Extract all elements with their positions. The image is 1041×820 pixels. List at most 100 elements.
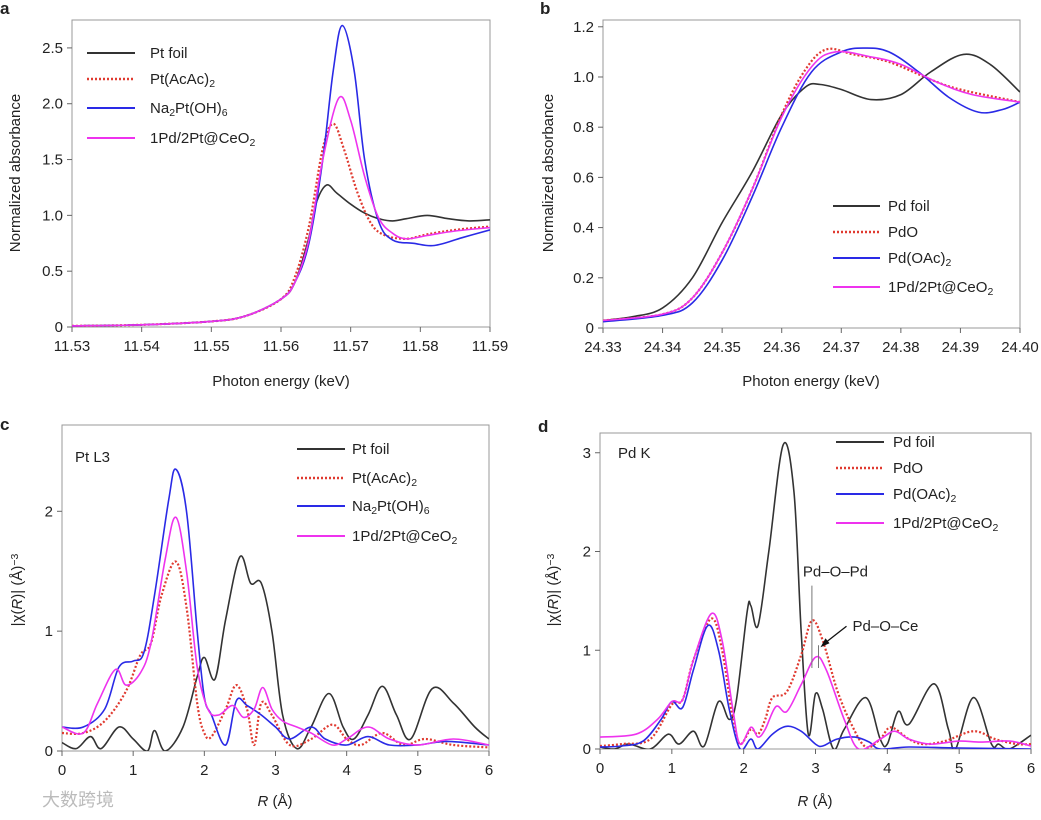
series-line-1pd-2pt-ceo2	[600, 612, 1031, 749]
series-line-pt-foil	[62, 555, 489, 751]
annotation-label: Pd–O–Ce	[853, 618, 919, 635]
text: PdO	[893, 460, 923, 477]
y-tick-label: 2	[583, 544, 591, 561]
legend-label: 1Pd/2Pt@CeO2	[352, 528, 457, 547]
x-tick-label: 5	[414, 762, 422, 779]
y-tick-label: 2.0	[42, 96, 63, 113]
y-tick-label: 0	[586, 320, 594, 337]
edge-label: Pd K	[618, 445, 651, 462]
subscript: 2	[371, 505, 377, 517]
x-axis-label: Photon energy (keV)	[212, 373, 350, 390]
text: )| (Å)	[545, 566, 562, 599]
subscript: 6	[222, 107, 228, 119]
italic-text: R	[545, 599, 562, 610]
watermark: 大数跨境	[42, 790, 114, 810]
x-tick-label: 24.39	[942, 339, 980, 356]
x-tick-label: 0	[596, 760, 604, 777]
y-tick-label: 2.5	[42, 40, 63, 57]
x-tick-label: 0	[58, 762, 66, 779]
x-axis-label: Photon energy (keV)	[742, 373, 880, 390]
legend-label: Pt(AcAc)2	[150, 71, 215, 90]
legend-label: Pt foil	[150, 45, 188, 62]
y-tick-label: 0.4	[573, 220, 594, 237]
x-tick-label: 1	[668, 760, 676, 777]
legend-label: 1Pd/2Pt@CeO2	[888, 279, 993, 298]
panel-letter: d	[538, 417, 548, 436]
x-tick-label: 11.54	[123, 338, 159, 355]
y-tick-label: 1	[45, 623, 53, 640]
italic-text: R	[257, 793, 268, 810]
series-line-pt-acac-2	[62, 560, 489, 749]
subscript: 2	[451, 535, 457, 547]
x-tick-label: 24.37	[823, 339, 861, 356]
panel-letter: b	[540, 0, 550, 18]
text: (Å)	[268, 793, 292, 810]
y-tick-label: 1.2	[573, 19, 594, 36]
italic-text: R	[797, 793, 808, 810]
series-line-pt-acac-2	[72, 122, 490, 327]
x-tick-label: 11.56	[263, 338, 299, 355]
subscript: 2	[209, 78, 215, 90]
annotation-label: Pd–O–Pd	[803, 564, 868, 581]
text: Pd foil	[888, 198, 930, 215]
x-tick-label: 3	[271, 762, 279, 779]
legend-label: PdO	[893, 460, 923, 477]
y-tick-label: 1.0	[42, 207, 63, 224]
y-tick-label: 0.6	[573, 169, 594, 186]
plot-frame	[602, 19, 1021, 329]
text: Na	[150, 100, 170, 117]
y-axis-label: |χ(R)| (Å)−3	[9, 554, 26, 627]
x-tick-label: 1	[129, 762, 137, 779]
x-tick-label: 24.38	[882, 339, 920, 356]
edge-label: Pt L3	[75, 449, 110, 466]
text: Pd(OAc)	[893, 486, 951, 503]
text: 1Pd/2Pt@CeO	[150, 130, 249, 147]
x-tick-label: 24.33	[584, 339, 622, 356]
text: (Å)	[808, 793, 832, 810]
y-tick-label: 0	[45, 743, 53, 760]
subscript: 2	[249, 137, 255, 149]
text: |χ(	[545, 610, 562, 627]
x-tick-label: 4	[883, 760, 891, 777]
legend-label: 1Pd/2Pt@CeO2	[150, 130, 255, 149]
y-tick-label: 3	[583, 445, 591, 462]
x-tick-label: 24.36	[763, 339, 801, 356]
y-tick-label: 0.2	[573, 270, 594, 287]
text: Pd foil	[893, 434, 935, 451]
plot-frame	[71, 19, 491, 328]
x-tick-label: 11.59	[472, 338, 508, 355]
legend-label: Pt foil	[352, 441, 390, 458]
series-line-pd-foil	[600, 441, 1031, 749]
y-tick-label: 2	[45, 503, 53, 520]
subscript: 2	[169, 107, 175, 119]
x-axis-label: R (Å)	[257, 793, 292, 810]
text: 1Pd/2Pt@CeO	[352, 528, 451, 545]
series-line-na2pt-oh-6	[72, 24, 490, 327]
subscript: 2	[951, 493, 957, 505]
y-tick-label: 0.5	[42, 263, 63, 280]
x-tick-label: 5	[955, 760, 963, 777]
x-tick-label: 4	[342, 762, 350, 779]
text: |χ(	[9, 610, 26, 627]
legend-label: PdO	[888, 224, 918, 241]
x-tick-label: 6	[485, 762, 493, 779]
legend-label: Pd foil	[893, 434, 935, 451]
text: Pt(OH)	[377, 498, 424, 515]
y-tick-label: 1.5	[42, 152, 63, 169]
y-tick-label: 0	[55, 319, 63, 336]
panel-a: a 11.53 11.54 11.55 11.56 11.57 11.58 11.59 0 0.5…	[0, 0, 508, 390]
y-tick-label: 0	[583, 741, 591, 758]
panel-letter: a	[0, 0, 10, 18]
text: )| (Å)	[9, 566, 26, 599]
plot-frame	[599, 432, 1032, 750]
series-line-1pd-2pt-ceo2	[72, 95, 490, 327]
superscript: −3	[545, 554, 557, 566]
x-tick-label: 11.53	[54, 338, 90, 355]
legend-label: 1Pd/2Pt@CeO2	[893, 515, 998, 534]
y-axis-label: |χ(R)| (Å)−3	[545, 554, 562, 627]
y-tick-label: 1.0	[573, 69, 594, 86]
text: Pt(OH)	[175, 100, 222, 117]
text: 1Pd/2Pt@CeO	[893, 515, 992, 532]
series-line-1pd-2pt-ceo2	[62, 516, 489, 746]
